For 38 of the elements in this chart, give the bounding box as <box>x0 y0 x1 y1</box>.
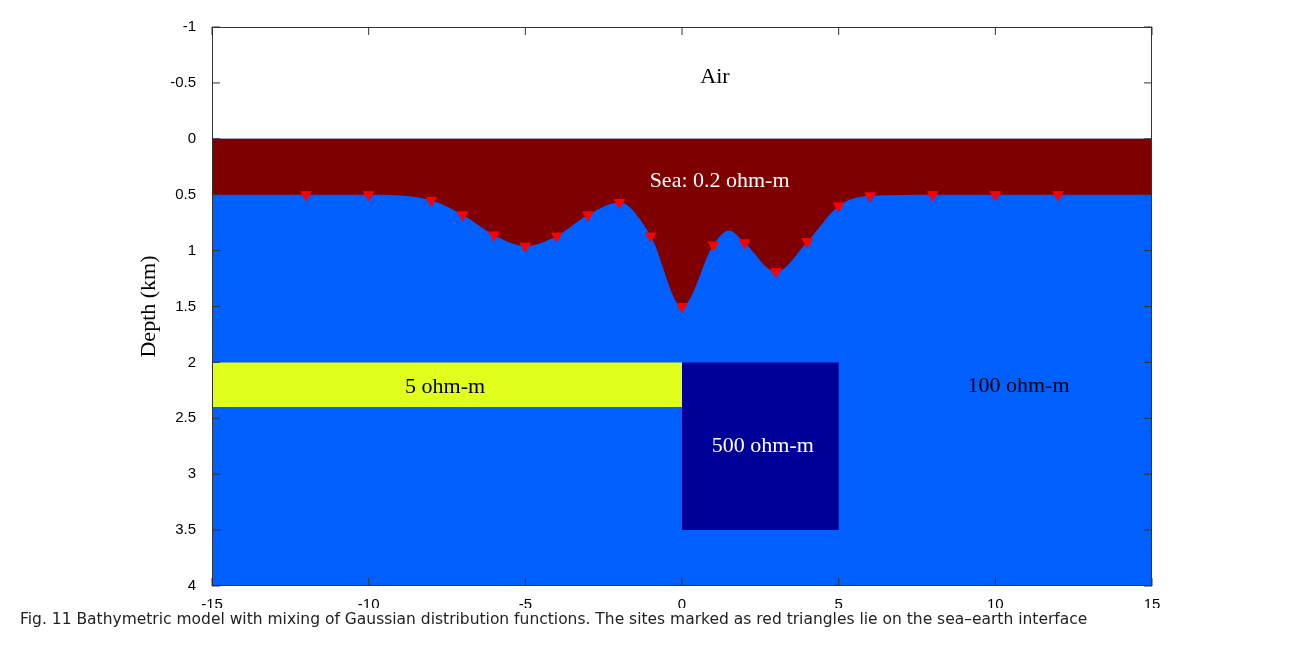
point <box>738 239 751 250</box>
point <box>770 268 782 279</box>
point <box>707 241 720 252</box>
point <box>456 211 469 222</box>
annotation: Sea: 0.2 ohm-m <box>649 166 790 192</box>
point <box>425 196 438 207</box>
point <box>300 191 312 202</box>
y-tick-label: 1.5 <box>175 296 196 314</box>
point <box>926 191 939 202</box>
y-axis-title: Depth (km) <box>134 255 160 358</box>
point <box>644 232 657 243</box>
point <box>362 191 375 202</box>
annotation: 500 ohm-m <box>711 432 814 458</box>
point <box>582 211 594 222</box>
caption: Fig. 11 Bathymetric model with mixing of Gaussian distribution functions. The sites marked as red triangles lie on the sea–earth interface <box>20 610 1088 628</box>
point <box>613 199 626 210</box>
y-tick-label: -0.5 <box>170 73 196 91</box>
annotation: 100 ohm-m <box>967 372 1070 398</box>
point <box>519 242 532 253</box>
y-tick-label: 0 <box>187 128 196 146</box>
annotation: 5 ohm-m <box>405 373 486 399</box>
point <box>676 303 688 313</box>
point <box>864 192 876 203</box>
point <box>550 232 563 243</box>
point <box>488 231 500 242</box>
annotation: Air <box>700 63 731 89</box>
y-tick-label: 4 <box>187 576 196 594</box>
point <box>989 191 1002 202</box>
point <box>1052 191 1064 202</box>
y-tick-label: 0.5 <box>175 184 196 202</box>
point <box>832 202 845 213</box>
y-tick-label: 3.5 <box>175 520 196 538</box>
y-tick-label: 2.5 <box>175 408 196 426</box>
y-tick-label: -1 <box>182 17 196 35</box>
point <box>801 238 814 249</box>
y-tick-label: 2 <box>187 352 196 370</box>
y-tick-label: 1 <box>187 240 196 258</box>
y-tick-label: 3 <box>187 464 196 482</box>
